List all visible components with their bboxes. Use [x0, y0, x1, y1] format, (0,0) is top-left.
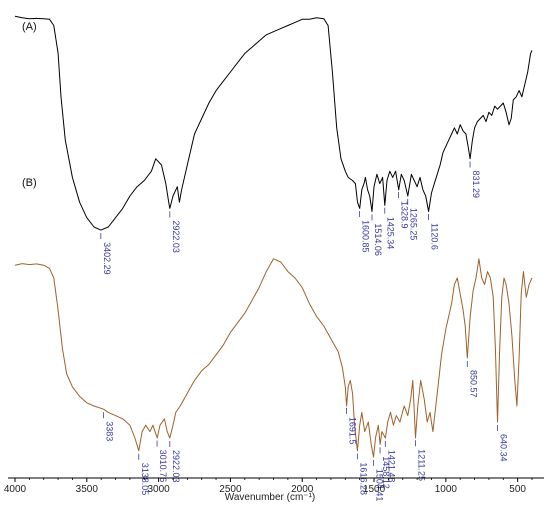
- peak-label: 2922.03: [171, 220, 181, 253]
- peak-label: 640.34: [499, 434, 509, 462]
- x-tick-label: 3500: [76, 484, 99, 495]
- peak-label: 1458.12: [381, 456, 391, 489]
- peak-label: 1211.25: [416, 449, 426, 481]
- peak-label: 831.29: [471, 170, 481, 198]
- peak-label: 2922.03: [171, 450, 181, 483]
- x-tick-label: 2000: [291, 484, 314, 495]
- peak-label: 1504.41: [374, 469, 384, 502]
- peak-label: 1265.25: [409, 208, 419, 241]
- peak-label: 3010.76: [158, 450, 168, 483]
- peak-label: 1120.6: [429, 223, 439, 250]
- trace-label-a: (A): [22, 21, 37, 33]
- peak-label: 1514.06: [373, 223, 383, 256]
- peak-label: 1421.48: [386, 450, 396, 483]
- peak-label: 3383: [105, 421, 115, 441]
- peak-label: 3138.05: [140, 463, 150, 496]
- peak-label: 1616.28: [358, 462, 368, 495]
- series-line-b: [14, 258, 533, 458]
- peak-label: 850.57: [468, 370, 478, 398]
- x-tick-label: 500: [509, 484, 526, 495]
- peak-label: 1600.85: [360, 220, 370, 253]
- peak-label: 1425.34: [386, 217, 396, 250]
- series-line-a: [14, 15, 533, 231]
- x-tick-label: 3000: [147, 484, 170, 495]
- x-axis-title: Wavenumber (cm⁻¹): [225, 492, 315, 503]
- trace-label-b: (B): [22, 177, 37, 189]
- peak-label: 1691.5: [347, 417, 357, 445]
- x-tick-label: 4000: [4, 484, 27, 495]
- peak-label: 3402.29: [102, 242, 112, 275]
- x-tick-label: 1000: [435, 484, 458, 495]
- x-tick-label: 1500: [363, 484, 386, 495]
- peak-label: 1328.9: [400, 201, 410, 229]
- x-tick-label: 2500: [219, 484, 242, 495]
